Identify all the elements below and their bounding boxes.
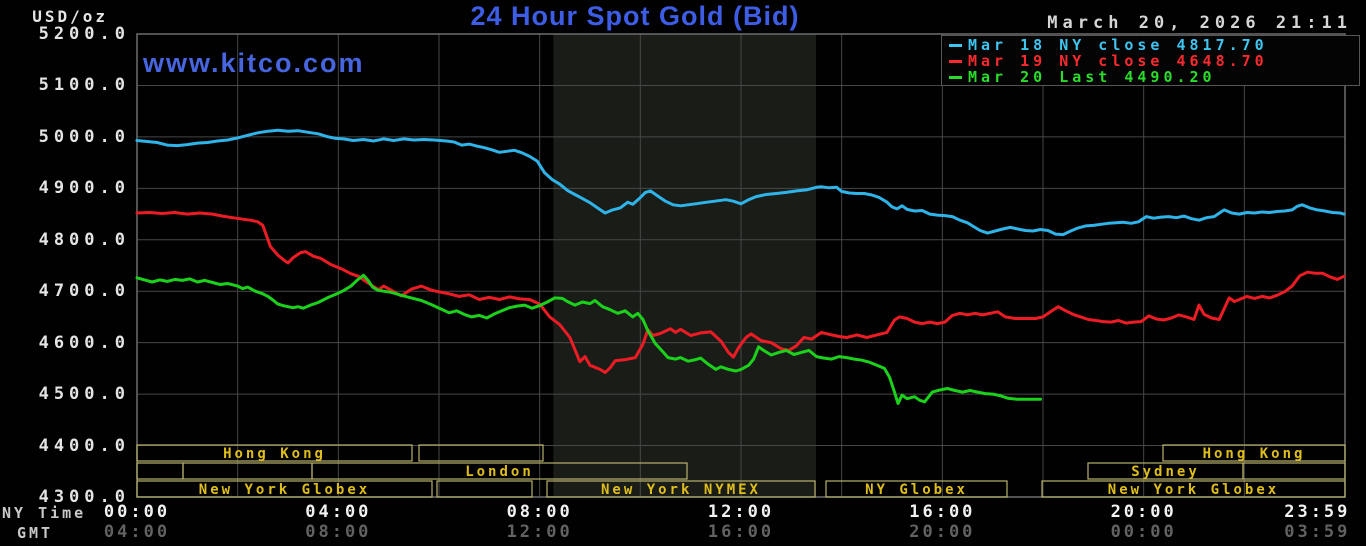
legend-row-mar-18: Mar 18 NY close 4817.70 (947, 37, 1359, 53)
x-tick-ny-time: 00:00 (103, 502, 171, 522)
timestamp: March 20, 2026 21:11 (1047, 13, 1352, 33)
y-tick-label: 4400.0 (38, 435, 130, 456)
x-tick-ny-time: 08:00 (506, 502, 573, 522)
session-label-hong-kong: Hong Kong (1203, 446, 1306, 462)
x-tick-gmt: 12:00 (506, 522, 573, 542)
session-label-hong-kong: Hong Kong (223, 446, 326, 462)
session-box-ny-globex (825, 480, 1008, 498)
session-label-new-york-nymex: New York NYMEX (601, 482, 761, 498)
page-title: 24 Hour Spot Gold (Bid) (470, 1, 800, 31)
x-tick-gmt: 03:59 (1284, 522, 1351, 542)
legend-swatch-mar-20 (949, 75, 962, 79)
kitco-watermark: www.kitco.com (143, 48, 365, 78)
session-box-unlabeled (136, 462, 184, 480)
x-tick-ny-time: 12:00 (707, 502, 775, 522)
series-line-mar-20 (135, 273, 1042, 405)
session-box-new-york-globex (136, 480, 433, 498)
y-axis-unit-label: USD/oz (32, 7, 108, 26)
y-tick-label: 4900.0 (38, 178, 130, 199)
session-box-new-york-globex (1041, 480, 1346, 498)
session-label-london: London (465, 464, 534, 480)
legend-swatch-mar-19 (949, 59, 962, 63)
legend-row-mar-19: Mar 19 NY close 4648.70 (947, 53, 1359, 69)
x-tick-ny-time: 16:00 (909, 502, 976, 522)
y-tick-label: 5000.0 (38, 126, 130, 147)
y-tick-label: 4800.0 (38, 229, 130, 250)
series-line-mar-18 (135, 128, 1346, 237)
y-tick-label: 5200.0 (38, 24, 130, 44)
legend: Mar 18 NY close 4817.70 Mar 19 NY close … (941, 35, 1360, 86)
y-tick-label: 5100.0 (38, 75, 130, 96)
session-box-unlabeled (418, 444, 544, 462)
session-label-ny-globex: NY Globex (865, 482, 968, 498)
x-tick-gmt: 16:00 (707, 522, 775, 542)
y-tick-label: 4500.0 (38, 384, 130, 405)
session-label-sydney: Sydney (1131, 464, 1200, 480)
session-box-hong-kong (136, 444, 413, 462)
legend-swatch-mar-18 (949, 43, 962, 47)
legend-label-mar-19: Mar 19 NY close 4648.70 (968, 52, 1268, 70)
x-tick-gmt: 08:00 (305, 522, 372, 542)
x-tick-gmt: 00:00 (1110, 522, 1177, 542)
gmt-row-label: GMT (17, 524, 54, 542)
nymex-session-shading (553, 34, 816, 497)
session-box-london (311, 462, 688, 480)
session-label-new-york-globex: New York Globex (1108, 482, 1279, 498)
session-box-unlabeled (182, 462, 313, 480)
x-tick-ny-time: 20:00 (1110, 502, 1177, 522)
x-tick-gmt: 20:00 (909, 522, 976, 542)
y-tick-label: 4700.0 (38, 281, 130, 302)
session-label-new-york-globex: New York Globex (199, 482, 370, 498)
y-tick-label: 4600.0 (38, 332, 130, 353)
x-tick-gmt: 04:00 (103, 522, 171, 542)
y-tick-label: 4300.0 (38, 487, 130, 507)
x-tick-ny-time: 23:59 (1284, 502, 1351, 522)
series-line-mar-19 (135, 211, 1346, 374)
session-box-new-york-nymex (546, 480, 816, 498)
legend-label-mar-20: Mar 20 Last 4490.20 (968, 68, 1216, 86)
ny-time-row-label: NY Time (2, 504, 87, 522)
legend-row-mar-20: Mar 20 Last 4490.20 (947, 69, 1359, 85)
session-box-hong-kong (1162, 444, 1346, 462)
legend-label-mar-18: Mar 18 NY close 4817.70 (968, 36, 1268, 54)
x-tick-ny-time: 04:00 (305, 502, 372, 522)
session-box-unlabeled (436, 480, 533, 498)
session-box-unlabeled (1242, 462, 1346, 480)
